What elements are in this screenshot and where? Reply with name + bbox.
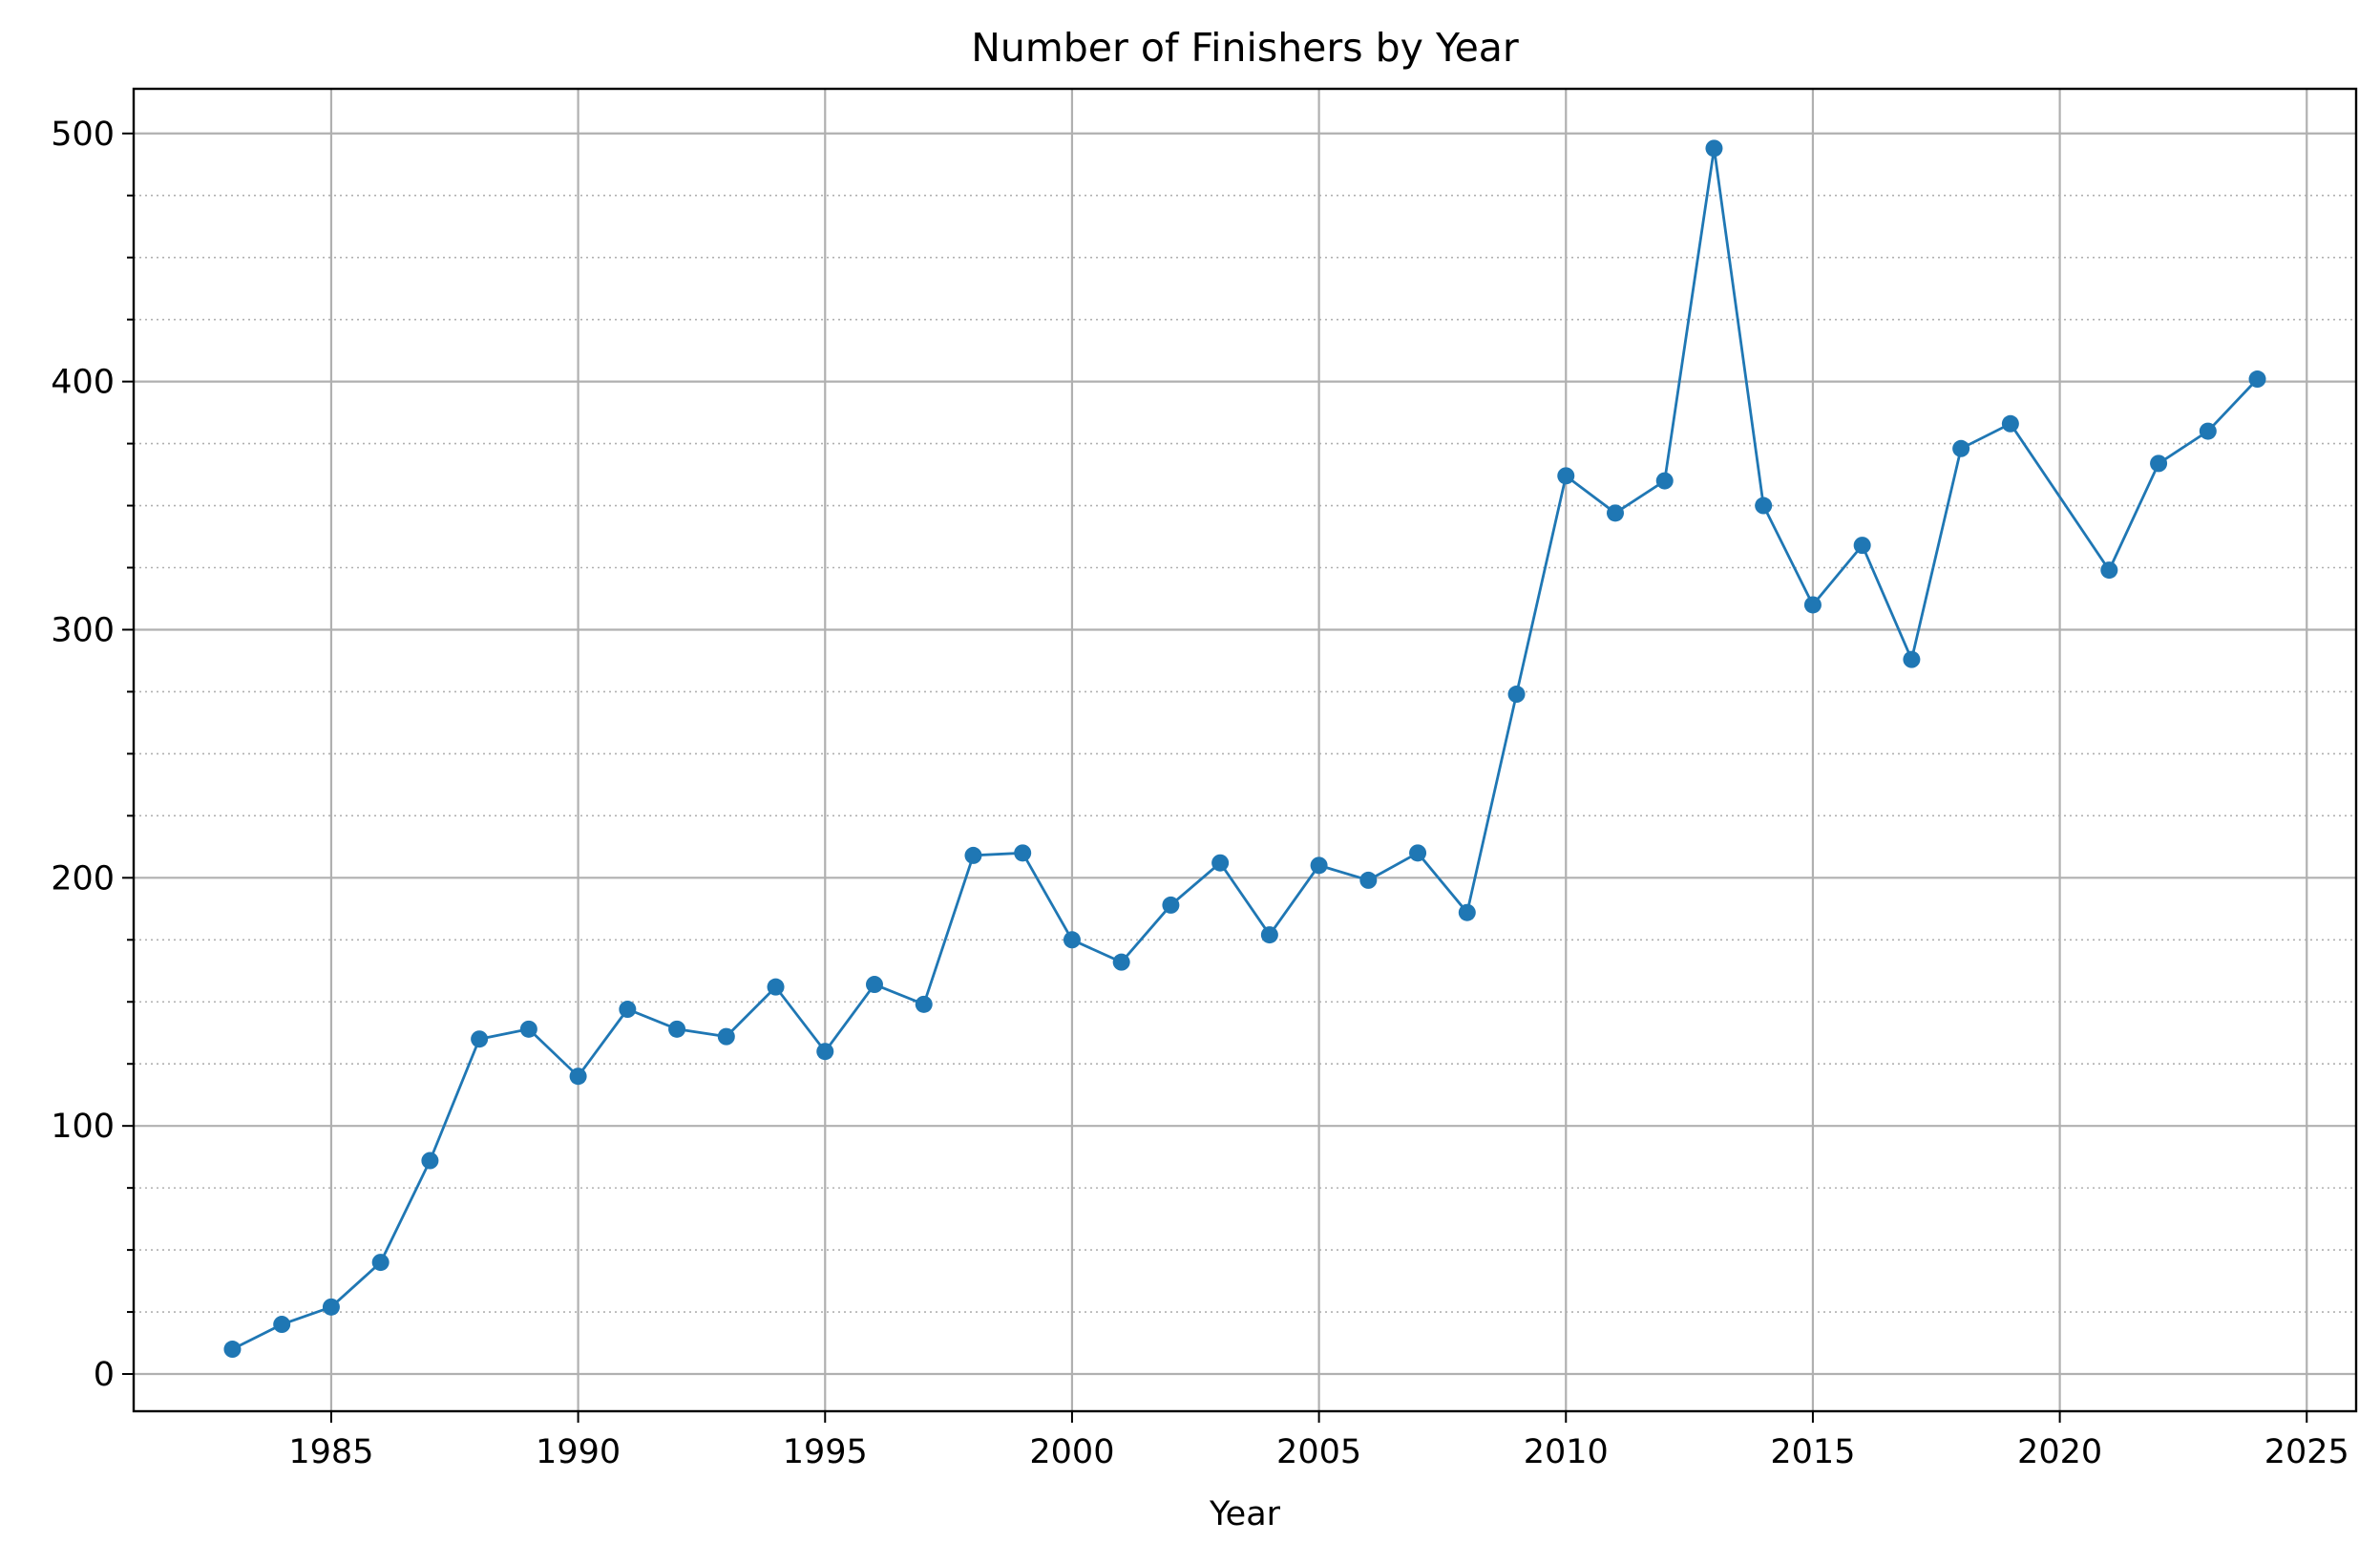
- x-axis-label: Year: [1209, 1495, 1281, 1533]
- x-tick-label: 2000: [1029, 1433, 1114, 1471]
- y-tick-label: 400: [51, 364, 115, 402]
- data-point: [1903, 650, 1921, 668]
- y-tick-label: 0: [94, 1356, 115, 1394]
- data-point: [223, 1341, 242, 1359]
- data-point: [816, 1043, 834, 1061]
- x-tick-label: 2025: [2264, 1433, 2349, 1471]
- data-point: [1557, 467, 1575, 485]
- data-point: [273, 1316, 291, 1334]
- data-point: [1803, 596, 1822, 614]
- data-point: [1853, 537, 1871, 555]
- data-point: [1014, 844, 1032, 862]
- data-point: [1655, 472, 1674, 490]
- data-point: [519, 1020, 537, 1038]
- data-point: [964, 846, 982, 864]
- data-point: [2150, 454, 2168, 473]
- data-point: [668, 1020, 686, 1038]
- data-point: [1359, 871, 1378, 889]
- y-tick-label: 500: [51, 116, 115, 154]
- x-tick-label: 2005: [1276, 1433, 1361, 1471]
- data-point: [569, 1067, 587, 1086]
- data-point: [1952, 439, 1970, 457]
- data-point: [1260, 926, 1278, 944]
- y-tick-label: 100: [51, 1108, 115, 1146]
- chart-title: Number of Finishers by Year: [971, 25, 1519, 71]
- data-point: [1162, 896, 1180, 914]
- plot-frame: [132, 87, 2358, 1413]
- data-point: [1211, 854, 1230, 872]
- data-point: [1310, 856, 1328, 875]
- data-point: [1607, 504, 1624, 522]
- x-tick-label: 1985: [288, 1433, 373, 1471]
- grid-lines: [134, 89, 2356, 1411]
- data-point: [717, 1027, 735, 1046]
- series-finishers: [223, 139, 2266, 1359]
- data-point: [2001, 414, 2019, 433]
- data-point: [1112, 953, 1130, 971]
- data-point: [2199, 422, 2217, 440]
- series-line: [231, 148, 2259, 1351]
- data-point: [2248, 370, 2266, 389]
- data-point: [915, 995, 933, 1013]
- data-point: [767, 978, 785, 996]
- data-point: [322, 1298, 340, 1316]
- data-point: [471, 1030, 489, 1048]
- x-tick-label: 1990: [536, 1433, 621, 1471]
- y-tick-label: 300: [51, 611, 115, 649]
- x-tick-label: 2015: [1770, 1433, 1855, 1471]
- y-tick-label: 200: [51, 859, 115, 898]
- y-tick-labels: 0 100 200 300 400 500: [51, 116, 115, 1394]
- axis-ticks: [122, 132, 2308, 1423]
- x-tick-label: 2020: [2017, 1433, 2102, 1471]
- data-point: [1063, 931, 1081, 949]
- x-tick-label: 1995: [783, 1433, 868, 1471]
- x-tick-label: 2010: [1524, 1433, 1609, 1471]
- data-point: [1755, 497, 1773, 515]
- x-tick-labels: 1985 1990 1995 2000 2005 2010 2015 2020 2025: [288, 1433, 2348, 1471]
- data-point: [371, 1254, 390, 1272]
- data-point: [1409, 844, 1427, 862]
- data-point: [866, 976, 883, 994]
- data-point: [1507, 686, 1526, 704]
- data-point: [1705, 139, 1723, 158]
- data-point: [619, 1001, 637, 1019]
- data-point: [421, 1152, 439, 1170]
- data-point: [1458, 903, 1476, 921]
- data-point: [2100, 561, 2118, 580]
